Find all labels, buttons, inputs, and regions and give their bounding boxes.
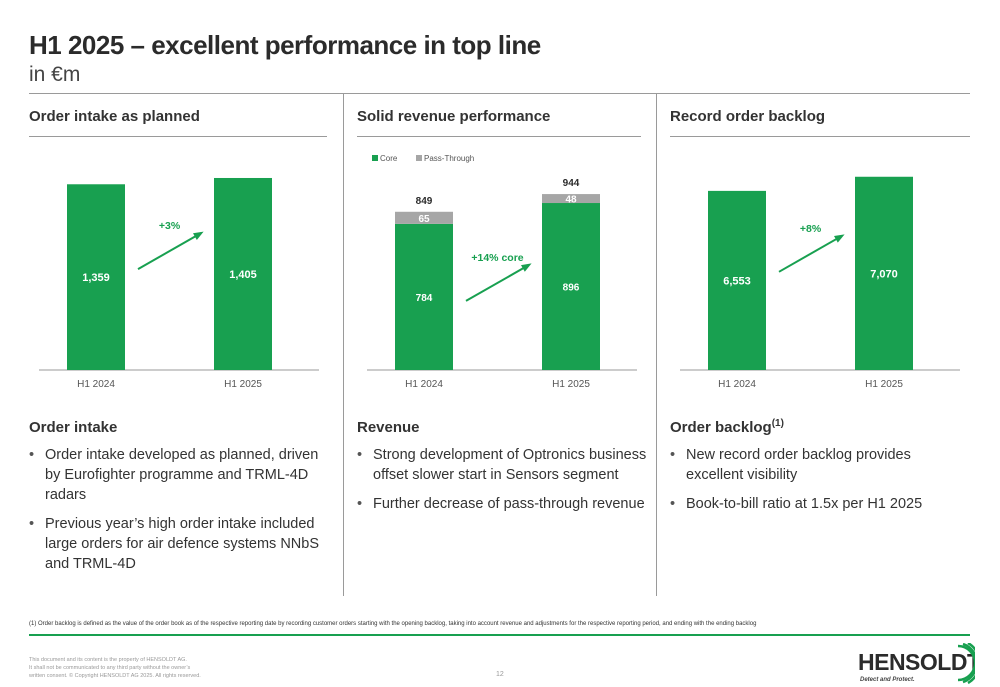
legal-line: written consent. © Copyright HENSOLDT AG… bbox=[29, 673, 201, 679]
legend-swatch bbox=[416, 155, 422, 161]
segment-value-label: 784 bbox=[416, 293, 433, 304]
logo-tagline: Detect and Protect. bbox=[860, 677, 915, 683]
backlog-bullets: New record order backlog provides excell… bbox=[670, 445, 960, 523]
total-value-label: 944 bbox=[563, 178, 580, 189]
legend-label: Core bbox=[380, 154, 398, 163]
x-tick-label: H1 2025 bbox=[865, 379, 903, 390]
section-title-revenue: Revenue bbox=[357, 419, 420, 436]
section-title-order-intake: Order intake bbox=[29, 419, 118, 436]
logo-arc bbox=[962, 643, 975, 684]
bar-segment-core bbox=[395, 223, 453, 370]
bullet-item: Strong development of Optronics business… bbox=[357, 445, 647, 485]
header-divider bbox=[29, 93, 970, 94]
growth-arrow-head bbox=[834, 234, 845, 243]
bar-value-label: 1,359 bbox=[82, 272, 110, 284]
order-backlog-chart: 6,553 H1 2024 7,070 H1 2025 +8% bbox=[680, 176, 960, 390]
panel-rule bbox=[670, 136, 970, 137]
column-divider-2 bbox=[656, 93, 657, 596]
bar-segment-core bbox=[542, 203, 600, 370]
bar-value-label: 1,405 bbox=[229, 269, 257, 281]
x-tick-label: H1 2025 bbox=[224, 379, 262, 390]
bar-h1-2024 bbox=[67, 184, 125, 370]
growth-label: +14% core bbox=[471, 252, 523, 264]
section-title-backlog: Order backlog(1) bbox=[670, 418, 784, 436]
bar-segment-pass-through bbox=[395, 211, 453, 224]
bullet-item: Further decrease of pass-through revenue bbox=[357, 494, 647, 514]
bar-segment-pass-through bbox=[542, 194, 600, 204]
revenue-bullets: Strong development of Optronics business… bbox=[357, 445, 647, 523]
growth-arrow bbox=[137, 232, 202, 270]
segment-value-label: 65 bbox=[418, 214, 430, 225]
panel-heading-backlog: Record order backlog bbox=[670, 108, 826, 125]
legal-line: It shall not be communicated to any thir… bbox=[29, 665, 191, 671]
growth-arrow-head bbox=[521, 263, 532, 272]
growth-label: +8% bbox=[800, 223, 822, 235]
bullet-item: Order intake developed as planned, drive… bbox=[29, 445, 329, 505]
growth-label: +3% bbox=[159, 220, 181, 232]
bar-value-label: 6,553 bbox=[723, 275, 751, 287]
x-tick-label: H1 2024 bbox=[405, 379, 443, 390]
bullet-item: New record order backlog provides excell… bbox=[670, 445, 960, 485]
bar-h1-2025 bbox=[855, 176, 913, 370]
growth-arrow bbox=[778, 234, 843, 273]
logo-wordmark: HENSOLDT bbox=[858, 649, 975, 675]
bar-h1-2024 bbox=[708, 190, 766, 370]
page-title: H1 2025 – excellent performance in top l… bbox=[29, 30, 541, 60]
panel-heading-revenue: Solid revenue performance bbox=[357, 108, 551, 125]
order-intake-bullets: Order intake developed as planned, drive… bbox=[29, 445, 329, 583]
segment-value-label: 48 bbox=[565, 195, 577, 206]
bullet-item: Previous year’s high order intake includ… bbox=[29, 514, 329, 574]
panel-heading-order-intake: Order intake as planned bbox=[29, 108, 200, 125]
x-tick-label: H1 2024 bbox=[718, 379, 756, 390]
order-intake-chart: 1,359 H1 2024 1,405 H1 2025 +3% bbox=[39, 177, 319, 390]
logo-arc bbox=[967, 643, 975, 685]
bar-value-label: 7,070 bbox=[870, 268, 898, 280]
panel-rule bbox=[29, 136, 327, 137]
growth-arrow-head bbox=[193, 231, 204, 240]
legend-label: Pass-Through bbox=[424, 154, 474, 163]
bar-h1-2025 bbox=[214, 177, 272, 370]
legal-line: This document and its content is the pro… bbox=[29, 657, 187, 663]
page-number: 12 bbox=[496, 671, 504, 678]
revenue-chart: 784 65 849 H1 2024 896 48 944 H1 2025 +14% core C… bbox=[367, 154, 637, 390]
x-tick-label: H1 2025 bbox=[552, 379, 590, 390]
growth-arrow bbox=[465, 264, 530, 302]
panel-rule bbox=[357, 136, 641, 137]
x-tick-label: H1 2024 bbox=[77, 379, 115, 390]
column-divider-1 bbox=[343, 93, 344, 596]
footer-green-rule bbox=[29, 634, 970, 636]
segment-value-label: 896 bbox=[563, 283, 580, 294]
legal-notice: This document and its content is the pro… bbox=[29, 656, 229, 680]
logo-arc bbox=[957, 644, 975, 682]
footnote: (1) Order backlog is defined as the valu… bbox=[29, 621, 757, 627]
legend-swatch bbox=[372, 155, 378, 161]
bullet-item: Book-to-bill ratio at 1.5x per H1 2025 bbox=[670, 494, 960, 514]
page-subtitle: in €m bbox=[29, 63, 81, 86]
hensoldt-logo: HENSOLDT Detect and Protect. bbox=[858, 643, 975, 685]
total-value-label: 849 bbox=[416, 196, 433, 207]
